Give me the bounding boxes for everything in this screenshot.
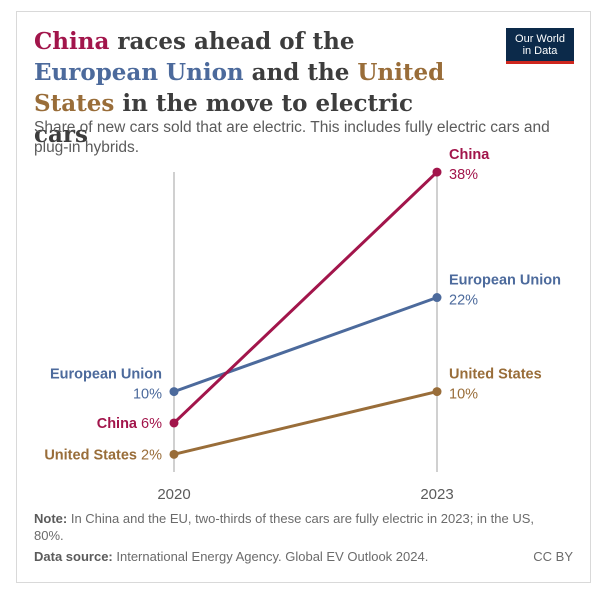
source-label: Data source:: [34, 549, 113, 564]
label-start-china: China 6%: [97, 416, 162, 432]
logo-line-2: in Data: [522, 45, 558, 57]
note-text: In China and the EU, two-thirds of these…: [34, 511, 535, 543]
license-link[interactable]: CC BY: [533, 549, 573, 564]
chart-title: China races ahead of the European Union …: [34, 26, 464, 150]
chart-note: Note: In China and the EU, two-thirds of…: [34, 510, 554, 544]
data-point: [432, 167, 442, 177]
title-us: United States: [34, 59, 445, 117]
data-point: [169, 387, 179, 397]
data-source: Data source: International Energy Agency…: [34, 548, 474, 565]
x-tick-label: 2023: [420, 486, 453, 502]
label-end-united-states: United States 10%: [449, 367, 542, 403]
title-text-2: and the: [243, 59, 358, 86]
series-line-united-states: [172, 390, 439, 456]
note-label: Note:: [34, 511, 68, 526]
logo-line-1: Our World: [515, 33, 565, 45]
series-line-european-union: [172, 296, 439, 394]
x-tick-label: 2020: [157, 486, 190, 502]
chart-card: China races ahead of the European Union …: [16, 11, 591, 583]
chart-subtitle: Share of new cars sold that are electric…: [34, 119, 550, 156]
label-end-china: China 38%: [449, 147, 490, 183]
series-line-china: [172, 170, 439, 425]
title-text-3: in the move to electric cars: [34, 90, 413, 148]
source-text: International Energy Agency. Global EV O…: [112, 549, 429, 564]
owid-logo[interactable]: Our World in Data: [506, 28, 574, 64]
title-eu: European Union: [34, 59, 244, 86]
label-end-european-union: European Union 22%: [449, 273, 561, 309]
slope-chart: 2020 2023 China 6% European Union 10% United …: [44, 147, 561, 502]
data-point: [169, 418, 179, 428]
title-text-1: races ahead of the: [109, 28, 355, 55]
title-china: China: [34, 28, 110, 55]
data-point: [432, 387, 442, 397]
label-start-european-union: European Union 10%: [50, 367, 162, 403]
label-start-united-states: United States 2%: [44, 447, 162, 463]
data-point: [169, 449, 179, 459]
data-point: [432, 293, 442, 303]
